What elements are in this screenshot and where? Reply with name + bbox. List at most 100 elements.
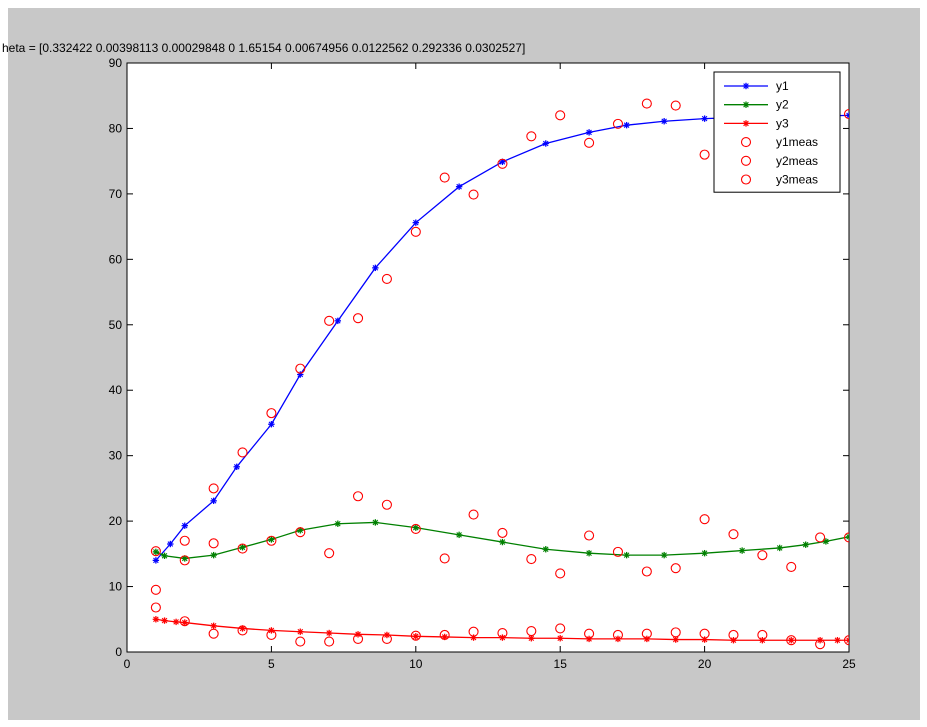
data-point-y2	[152, 548, 160, 556]
data-point-y3	[672, 636, 679, 643]
data-point-y2meas	[641, 566, 652, 577]
data-point-y1	[210, 497, 217, 505]
y-tick-label: 70	[109, 187, 123, 201]
data-point-y1meas	[352, 313, 364, 324]
data-point-y2	[239, 544, 246, 551]
data-point-y1meas	[670, 100, 681, 111]
data-point-y1meas	[497, 158, 508, 169]
legend-label-y3: y3	[776, 116, 789, 130]
data-point-y3meas	[526, 626, 537, 637]
data-point-y3	[845, 637, 849, 644]
data-point-y3meas	[786, 635, 797, 646]
y-tick-label: 60	[109, 252, 123, 266]
data-point-y2	[542, 546, 549, 553]
data-point-y2meas	[237, 543, 248, 554]
data-point-y2meas	[670, 563, 681, 574]
data-point-y2meas	[843, 532, 849, 543]
data-point-y3meas	[757, 629, 768, 641]
y-tick-label: 20	[109, 514, 123, 528]
data-point-y3meas	[410, 630, 421, 641]
data-point-y3	[297, 628, 304, 635]
data-point-y3	[788, 637, 795, 644]
data-point-y2meas	[786, 561, 797, 572]
data-point-y3meas	[728, 629, 739, 641]
data-point-y1	[181, 522, 188, 529]
data-point-y1	[660, 118, 668, 125]
legend-label-y2: y2	[776, 98, 789, 112]
data-point-y2meas	[179, 555, 190, 566]
data-point-y2meas	[410, 523, 421, 535]
data-point-y1meas	[381, 273, 392, 285]
legend-marker-y1	[742, 82, 750, 90]
data-point-y1meas	[237, 447, 248, 458]
data-point-y3meas	[352, 633, 364, 644]
data-point-y3	[210, 622, 217, 630]
legend-entry-y2: y2	[724, 98, 789, 112]
data-point-y3	[834, 637, 841, 644]
data-point-y2meas	[584, 530, 595, 541]
data-point-y3	[759, 637, 766, 644]
y-tick-label: 80	[109, 121, 123, 135]
data-point-y3meas	[208, 628, 219, 639]
y-tick-label: 50	[109, 318, 123, 332]
data-point-y3	[172, 618, 180, 626]
data-point-y2	[822, 538, 830, 545]
y-tick-label: 30	[109, 449, 123, 463]
data-point-y3meas	[641, 628, 652, 639]
data-point-y1meas	[699, 149, 710, 160]
data-point-y2meas	[381, 499, 392, 510]
data-point-y2meas	[757, 550, 768, 561]
data-point-y3meas	[699, 628, 710, 639]
data-point-y1meas	[584, 137, 595, 148]
data-point-y1	[334, 317, 342, 325]
data-point-y1	[372, 264, 379, 272]
x-tick-label: 5	[268, 657, 275, 671]
legend-label-y1: y1	[776, 79, 789, 93]
data-point-y2meas	[324, 548, 335, 559]
data-point-y3meas	[468, 626, 479, 637]
data-point-y1meas	[526, 131, 537, 142]
data-point-y2meas	[468, 509, 479, 520]
data-point-y1	[167, 540, 174, 548]
data-point-y1	[233, 463, 240, 470]
y-tick-label: 0	[115, 645, 122, 659]
chart-title: heta = [0.332422 0.00398113 0.00029848 0…	[2, 41, 525, 55]
data-point-y3meas	[439, 629, 450, 641]
data-point-y2meas	[815, 532, 826, 543]
x-tick-label: 0	[124, 657, 131, 671]
series-line-y2	[155, 521, 849, 560]
data-point-y2meas	[612, 546, 624, 557]
legend[interactable]: y1 y2 y3 y1meas y2meas y3meas	[713, 71, 841, 193]
data-point-y3	[152, 616, 160, 623]
data-point-y1meas	[208, 483, 219, 494]
axis-ticks: 0 5 10 15 20 25 0 10 20 30 40 50 60 70 80 90	[109, 56, 856, 671]
data-point-y2meas	[728, 529, 739, 540]
data-point-y3meas	[381, 633, 392, 644]
data-point-y2	[499, 538, 506, 546]
data-point-y2meas	[497, 527, 508, 538]
data-point-y2meas	[699, 514, 710, 525]
legend-box	[713, 71, 841, 193]
series-line-y3	[155, 618, 849, 641]
data-point-y1	[455, 183, 463, 190]
data-point-y2	[334, 520, 342, 527]
data-point-y2meas	[208, 538, 219, 549]
legend-entry-y3: y3	[724, 116, 789, 130]
data-point-y2meas	[352, 491, 364, 502]
data-point-y1meas	[324, 315, 335, 326]
legend-entry-y2meas: y2meas	[740, 154, 818, 168]
data-point-y2	[738, 547, 746, 554]
data-point-y2meas	[295, 527, 306, 538]
legend-marker-y3meas	[740, 174, 752, 185]
data-point-y3meas	[612, 629, 624, 641]
y-tick-label: 40	[109, 383, 123, 397]
x-tick-label: 25	[842, 657, 856, 671]
data-point-y3meas	[843, 635, 849, 646]
data-point-y2	[701, 549, 708, 557]
x-tick-label: 10	[409, 657, 423, 671]
data-point-y3meas	[179, 616, 190, 627]
data-point-y1	[701, 115, 708, 122]
data-point-y3	[585, 635, 593, 643]
legend-label-y2meas: y2meas	[776, 154, 818, 168]
data-point-y1meas	[468, 189, 479, 200]
